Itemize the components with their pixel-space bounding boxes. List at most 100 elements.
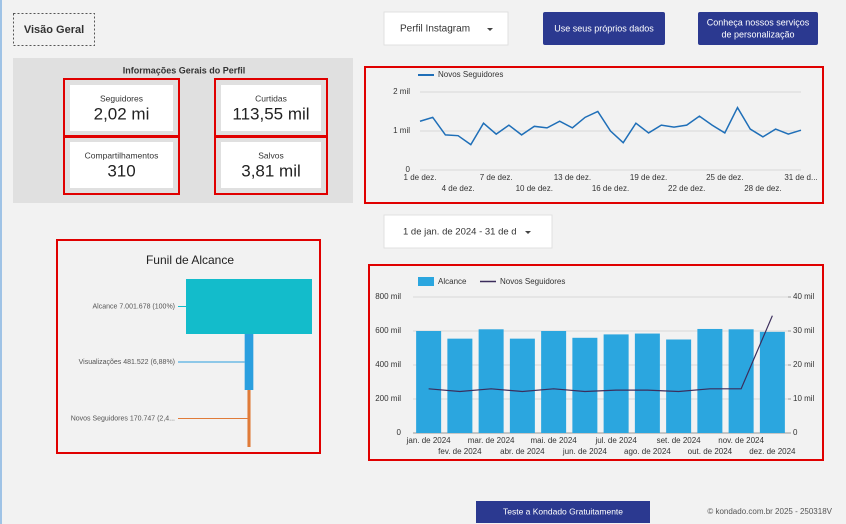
legend-label: Novos Seguidores <box>438 70 503 79</box>
x-tick-label: 10 de dez. <box>516 184 553 193</box>
bar <box>416 331 442 433</box>
x-tick-label: 28 de dez. <box>744 184 781 193</box>
highlight-box <box>56 239 321 454</box>
funnel-bar <box>186 279 312 334</box>
dropdown-arrow[interactable] <box>525 231 531 234</box>
dropdown-arrow[interactable] <box>487 28 493 31</box>
funnel-chart: Funil de Alcance Alcance 7.001.678 (100%)… <box>71 253 312 447</box>
kpi-value: 3,81 mil <box>241 161 301 180</box>
x-tick-label: jan. de 2024 <box>406 436 452 445</box>
x-tick-label: 1 de dez. <box>404 173 437 182</box>
x-tick-label: nov. de 2024 <box>718 436 764 445</box>
chart-title: Funil de Alcance <box>146 253 234 267</box>
y-tick-label: 600 mil <box>375 326 401 335</box>
kpi-label: Seguidores <box>100 93 143 103</box>
x-tick-label: 7 de dez. <box>480 173 513 182</box>
legend-swatch <box>418 277 434 286</box>
kpi-card <box>221 85 321 131</box>
funnel-category: Novos Seguidores <box>71 415 129 422</box>
x-tick-label: 22 de dez. <box>668 184 705 193</box>
legend-label: Alcance <box>438 277 467 286</box>
page-title: Visão Geral <box>24 24 84 36</box>
x-tick-label: fev. de 2024 <box>438 447 482 456</box>
bar <box>603 334 629 433</box>
y-tick-label: 200 mil <box>375 394 401 403</box>
funnel-category: Visualizações <box>79 359 122 366</box>
copyright: © kondado.com.br 2025 - 250318V <box>707 507 832 516</box>
x-tick-label: 4 de dez. <box>442 184 475 193</box>
kpi-label: Salvos <box>258 150 284 160</box>
profile-dropdown[interactable]: Perfil Instagram <box>383 11 509 46</box>
x-tick-label: 13 de dez. <box>554 173 591 182</box>
dropdown-box[interactable] <box>383 214 553 249</box>
kpi-value: 113,55 mil <box>232 104 309 123</box>
x-tick-label: jun. de 2024 <box>562 447 608 456</box>
kpi-highlight <box>214 135 328 195</box>
bar <box>447 338 473 433</box>
own-data-button[interactable]: Use seus próprios dados <box>543 12 665 45</box>
services-button[interactable]: Conheça nossos serviços de personalizaçã… <box>698 12 818 45</box>
y2-tick-label: 10 mil <box>793 394 815 403</box>
x-tick-label: ago. de 2024 <box>624 447 671 456</box>
kpi-title: Informações Gerais do Perfil <box>123 65 246 75</box>
funnel-value-label: 170.747 (2,4... <box>130 415 175 422</box>
funnel-bar <box>244 334 254 390</box>
page-title-box <box>13 13 95 46</box>
legend-label: Novos Seguidores <box>500 277 565 286</box>
series-line <box>419 106 802 146</box>
funnel-value-label: 7.001.678 (100%) <box>119 303 175 310</box>
y2-tick-label: 30 mil <box>793 326 815 335</box>
x-tick-label: 19 de dez. <box>630 173 667 182</box>
button-label[interactable]: de personalização <box>721 29 794 39</box>
bar <box>478 329 504 433</box>
y-tick-label: 2 mil <box>393 87 410 96</box>
funnel-value-label: 481.522 (6,88%) <box>123 359 175 366</box>
kpi-value: 310 <box>107 161 135 180</box>
button-label[interactable]: Conheça nossos serviços <box>707 17 810 27</box>
kpi-card <box>221 142 321 188</box>
x-tick-label: set. de 2024 <box>657 436 702 445</box>
bar <box>697 328 723 433</box>
bar <box>509 338 535 433</box>
bar <box>541 331 567 433</box>
kpi-card <box>70 142 173 188</box>
dropdown-box[interactable] <box>383 11 509 46</box>
line-chart: 0 1 mil 2 mil 1 de dez. 4 de dez. 7 de dez.10… <box>393 70 818 193</box>
x-tick-label: mai. de 2024 <box>530 436 577 445</box>
button-bg[interactable] <box>698 12 818 45</box>
funnel-label: Novos Seguidores 170.747 (2,4... <box>71 415 175 422</box>
funnel-category: Alcance <box>92 303 117 310</box>
trial-button[interactable]: Teste a Kondado Gratuitamente <box>476 501 650 523</box>
combo-chart: 0 200 mil 400 mil 600 mil 800 mil 0 10 mil 20 m… <box>375 277 815 456</box>
y-tick-label: 0 <box>406 165 411 174</box>
x-tick-label: abr. de 2024 <box>500 447 545 456</box>
x-tick-label: jul. de 2024 <box>594 436 637 445</box>
date-range-dropdown[interactable]: 1 de jan. de 2024 - 31 de d <box>383 214 553 249</box>
dropdown-label[interactable]: Perfil Instagram <box>400 24 470 35</box>
highlight-box <box>364 66 824 204</box>
dropdown-label[interactable]: 1 de jan. de 2024 - 31 de d <box>403 227 517 238</box>
bar <box>634 333 660 433</box>
funnel-bar <box>247 390 251 447</box>
kpi-highlight <box>63 135 180 195</box>
x-tick-label: mar. de 2024 <box>468 436 515 445</box>
y-tick-label: 1 mil <box>393 126 410 135</box>
kpi-card <box>70 85 173 131</box>
button-label[interactable]: Use seus próprios dados <box>554 23 654 33</box>
kpi-value: 2,02 mi <box>94 104 150 123</box>
x-tick-label: 16 de dez. <box>592 184 629 193</box>
bar <box>572 337 598 433</box>
bar <box>666 339 692 433</box>
y2-tick-label: 40 mil <box>793 292 815 301</box>
funnel-label: Visualizações 481.522 (6,88%) <box>79 359 175 366</box>
button-label[interactable]: Teste a Kondado Gratuitamente <box>503 506 623 516</box>
button-bg[interactable] <box>543 12 665 45</box>
kpi-label: Curtidas <box>255 93 287 103</box>
bar <box>728 329 754 433</box>
bar <box>759 331 785 433</box>
y-tick-label: 800 mil <box>375 292 401 301</box>
left-edge <box>0 0 2 524</box>
button-bg[interactable] <box>476 501 650 523</box>
